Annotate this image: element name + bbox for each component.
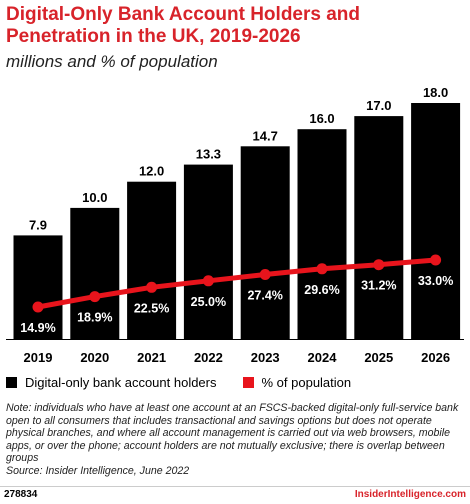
axis-layer: 2019 2020 2021 2022 2023 2024 2025 2026: [6, 339, 464, 365]
bar-label-2022: 13.3: [196, 147, 221, 162]
population-label-2021: 22.5%: [134, 301, 169, 315]
population-label-2019: 14.9%: [20, 321, 55, 335]
population-point-2026: [430, 254, 442, 266]
bar-label-2023: 14.7: [253, 128, 278, 143]
bar-label-2020: 10.0: [82, 190, 107, 205]
chart-id: 278834: [4, 489, 38, 500]
population-point-2024: [316, 263, 328, 275]
bar-label-2026: 18.0: [423, 85, 448, 100]
legend: Digital-only bank account holders % of p…: [6, 375, 377, 390]
chart-subtitle: millions and % of population: [6, 52, 218, 71]
population-line: [35, 257, 439, 310]
bar-label-2025: 17.0: [366, 98, 391, 113]
legend-item-holders: Digital-only bank account holders: [6, 375, 217, 390]
legend-item-population: % of population: [242, 375, 352, 390]
population-label-2024: 29.6%: [304, 283, 339, 297]
bar-2021: [127, 181, 177, 339]
population-point-2022: [202, 275, 214, 287]
line-layer: 14.9% 18.9% 22.5% 25.0% 27.4% 29.6% 31.2% 33.0%: [20, 254, 453, 335]
population-label-2020: 18.9%: [77, 311, 112, 325]
bar-2023: [240, 146, 290, 339]
bar-2019: [13, 235, 63, 339]
bars-layer: 7.9 10.0 12.0 13.3 14.7 16.0 17.0 18.0: [13, 85, 461, 339]
x-tick-2026: 2026: [421, 350, 450, 365]
bar-2026: [411, 103, 461, 339]
chart-area: 7.9 10.0 12.0 13.3 14.7 16.0 17.0 18.0 14.9% 18.…: [6, 85, 464, 365]
footer-divider: [0, 486, 470, 487]
legend-label-population: % of population: [261, 375, 352, 390]
population-point-2023: [259, 269, 271, 280]
x-tick-2024: 2024: [308, 350, 338, 365]
legend-swatch-population: [242, 377, 254, 388]
x-tick-2020: 2020: [80, 350, 109, 365]
legend-swatch-holders: [6, 377, 17, 388]
population-label-2023: 27.4%: [247, 289, 282, 303]
brand-link[interactable]: InsiderIntelligence.com: [354, 489, 466, 500]
footnote: Note: individuals who have at least one …: [6, 402, 464, 477]
source-text: Source: Insider Intelligence, June 2022: [6, 464, 190, 477]
legend-label-holders: Digital-only bank account holders: [25, 375, 217, 390]
bar-2024: [297, 129, 347, 339]
bar-2020: [70, 207, 120, 339]
x-tick-2025: 2025: [364, 350, 393, 365]
bar-label-2021: 12.0: [139, 164, 164, 179]
chart-title: Digital-Only Bank Account Holders and Pe…: [6, 4, 361, 47]
x-tick-2023: 2023: [251, 350, 280, 365]
population-label-2022: 25.0%: [191, 295, 226, 309]
x-tick-2019: 2019: [24, 350, 53, 365]
bar-label-2024: 16.0: [309, 111, 334, 126]
population-point-2025: [373, 259, 385, 271]
x-tick-2022: 2022: [194, 350, 223, 365]
note-text: Note: individuals who have at least one …: [6, 402, 459, 464]
x-tick-2021: 2021: [137, 350, 166, 365]
population-point-2020: [89, 291, 101, 303]
population-point-2019: [32, 301, 44, 313]
population-label-2025: 31.2%: [361, 279, 396, 293]
bar-2025: [354, 116, 404, 339]
population-point-2021: [146, 281, 158, 293]
bar-2022: [183, 164, 233, 339]
bar-label-2019: 7.9: [29, 217, 47, 232]
population-label-2026: 33.0%: [418, 274, 453, 288]
